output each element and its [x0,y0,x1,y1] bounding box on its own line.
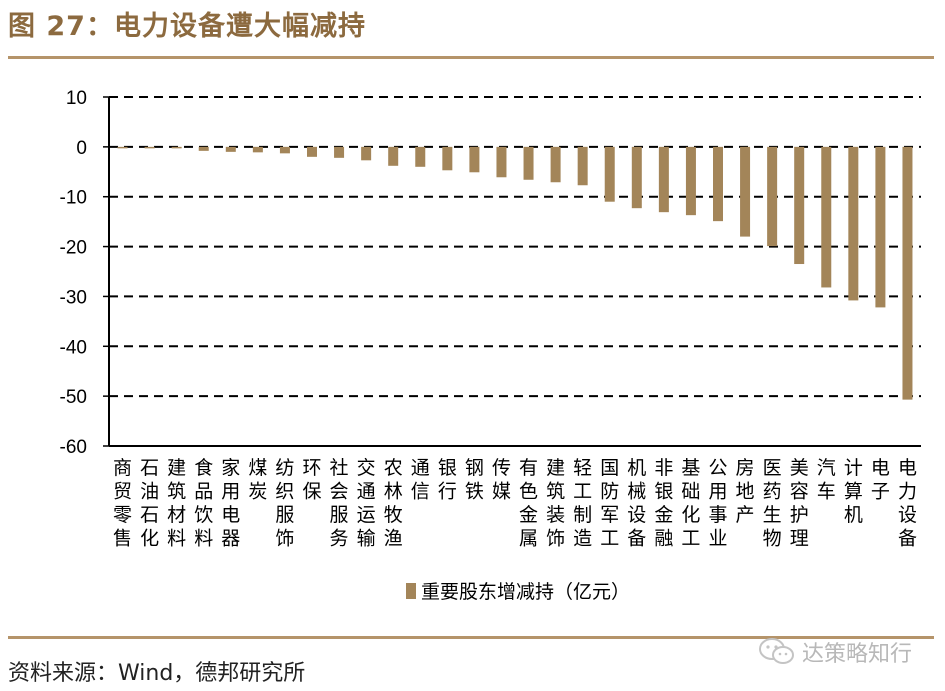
x-tick-label: 石油石化 [140,457,159,550]
x-tick-label: 非银金融 [654,457,673,550]
bar-13 [469,146,480,173]
x-tick-label: 公用事业 [708,457,727,550]
x-tick-label: 电力设备 [898,457,917,550]
title-divider [8,56,934,59]
x-tick-label: 纺织服饰 [275,457,294,550]
bar-7 [307,146,317,157]
x-tick-label: 美容护理 [790,457,809,550]
bar-23 [740,146,751,237]
bar-8 [334,146,345,158]
bar-4 [225,146,236,152]
y-tick-label: -60 [60,437,87,458]
x-tick-label: 基础化工 [681,457,700,550]
y-tick-label: -40 [60,337,87,358]
x-tick-label: 食品饮料 [194,457,213,550]
source-note: 资料来源：Wind，德邦研究所 [8,661,306,686]
x-tick-label: 汽车 [817,457,836,503]
bar-25 [794,146,805,265]
bar-11 [415,146,426,167]
x-tick-label: 交通运输 [357,457,376,550]
bar-5 [252,146,263,153]
bar-15 [523,146,534,180]
x-tick-label: 机械设备 [627,457,646,550]
bar-18 [604,146,615,202]
bar-9 [361,146,372,161]
bar-6 [279,146,290,154]
bar-19 [631,146,642,209]
bar-28 [875,146,886,308]
bar-1 [144,146,155,149]
watermark-text: 达策略知行 [802,642,913,667]
x-tick-label: 农林牧渔 [384,457,403,550]
wechat-icon [759,638,794,664]
legend-label: 重要股东增减持（亿元） [421,581,630,603]
x-tick-label: 通信 [411,457,430,503]
bar-12 [442,146,453,171]
y-tick-label: 0 [76,138,87,159]
bar-10 [388,146,399,166]
watermark: 达策略知行 [758,636,912,668]
bar-26 [821,146,832,288]
bar-22 [713,146,723,222]
bar-24 [767,146,778,247]
legend-swatch [406,583,416,599]
x-tick-label: 环保 [302,457,321,503]
x-tick-label: 房地产 [736,457,755,526]
y-tick-label: -20 [60,238,87,259]
x-tick-label: 商贸零售 [113,457,132,550]
bar-29 [902,146,913,400]
x-tick-label: 轻工制造 [573,457,592,550]
y-tick-label: -10 [60,188,87,209]
x-tick-label: 银行 [438,457,457,503]
x-tick-label: 计算机 [844,457,863,526]
x-tick-label: 建筑装饰 [546,457,565,550]
bar-21 [685,146,696,216]
bar-17 [577,146,588,186]
bar-16 [550,146,561,183]
x-tick-label: 煤炭 [248,457,267,503]
y-tick-label: 10 [66,88,87,109]
bar-0 [117,146,128,149]
x-tick-label: 国防军工 [600,457,619,550]
footer-divider [8,636,934,639]
x-tick-label: 钢铁 [465,457,484,503]
y-tick-label: -30 [60,287,87,308]
y-tick-label: -50 [60,387,87,408]
x-tick-label: 家用电器 [221,457,240,550]
x-tick-label: 医药生物 [763,457,782,550]
bar-20 [658,146,669,213]
x-tick-label: 电子 [871,457,890,503]
x-tick-label: 社会服务 [330,457,349,550]
x-tick-label: 传媒 [492,457,511,503]
figure-title: 图 27：电力设备遭大幅减持 [8,11,366,42]
bar-27 [848,146,859,301]
bar-2 [171,146,182,149]
bar-14 [496,146,507,178]
x-tick-label: 建筑材料 [167,457,186,550]
bar-3 [198,146,209,151]
x-tick-label: 有色金属 [519,457,538,550]
